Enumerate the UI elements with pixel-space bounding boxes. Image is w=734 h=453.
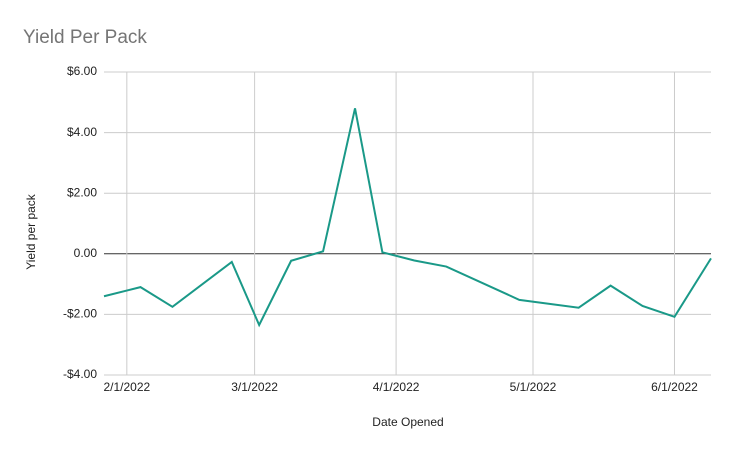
y-tick-label: $6.00: [67, 64, 97, 78]
y-tick-label: $4.00: [67, 125, 97, 139]
x-tick-label: 4/1/2022: [373, 380, 420, 394]
chart-title: Yield Per Pack: [23, 27, 147, 48]
x-tick-label: 6/1/2022: [651, 380, 698, 394]
y-tick-label: $2.00: [67, 185, 97, 199]
x-tick-label: 3/1/2022: [231, 380, 278, 394]
y-tick-label: -$2.00: [63, 307, 97, 321]
x-tick-label: 5/1/2022: [510, 380, 557, 394]
y-axis-title: Yield per pack: [24, 193, 38, 270]
x-axis-title: Date Opened: [372, 415, 443, 429]
y-tick-label: -$4.00: [63, 367, 97, 381]
data-line: [103, 108, 712, 328]
x-tick-label: 2/1/2022: [103, 380, 150, 394]
y-tick-label: 0.00: [74, 246, 98, 260]
